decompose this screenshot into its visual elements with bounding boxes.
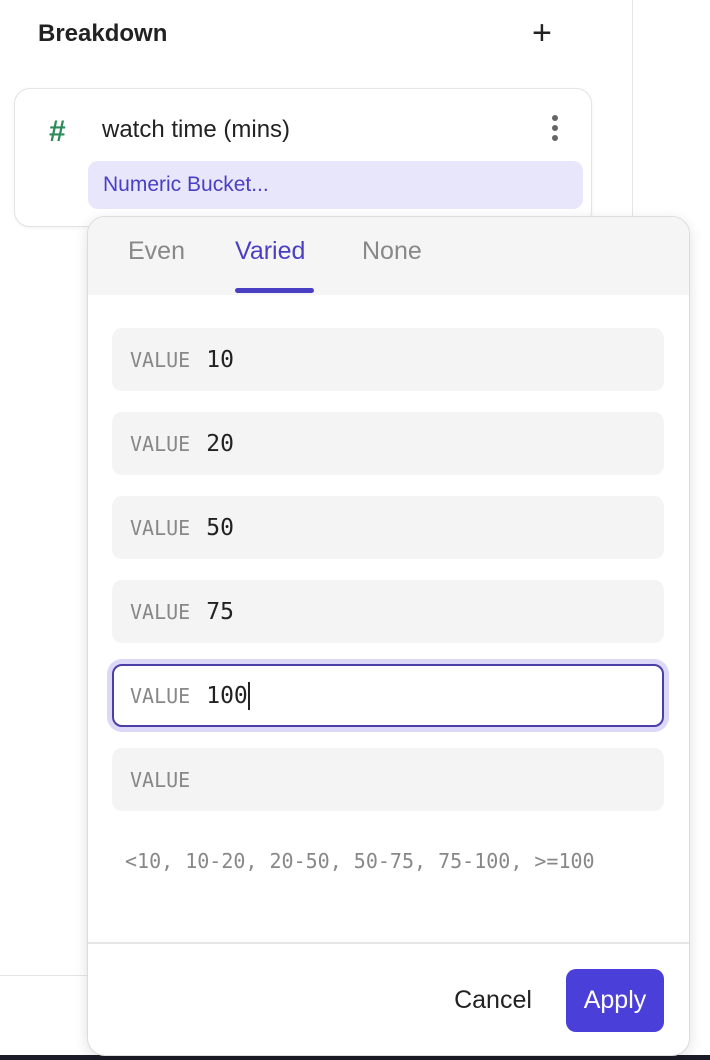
value-input[interactable]: VALUE 10 — [112, 328, 664, 391]
hash-icon: # — [49, 115, 66, 148]
breakdown-card: # watch time (mins) Numeric Bucket... — [14, 88, 592, 227]
value-text: 50 — [206, 514, 234, 541]
tab-none[interactable]: None — [362, 237, 422, 265]
value-input[interactable]: VALUE 20 — [112, 412, 664, 475]
value-text: 10 — [206, 346, 234, 373]
active-tab-indicator — [235, 288, 314, 293]
footer-divider — [88, 942, 689, 944]
kebab-icon[interactable] — [545, 115, 565, 147]
value-label: VALUE — [130, 431, 191, 456]
value-label: VALUE — [130, 767, 191, 792]
plus-icon[interactable]: + — [532, 14, 552, 52]
field-name: watch time (mins) — [102, 116, 291, 143]
text-caret — [247, 681, 250, 710]
bucket-popover: Even Varied None VALUE 10 VALUE 20 VALUE 50… — [87, 216, 690, 1056]
apply-button[interactable]: Apply — [566, 969, 664, 1032]
value-label: VALUE — [130, 599, 191, 624]
value-text: 20 — [206, 430, 234, 457]
ranges-preview: <10, 10-20, 20-50, 50-75, 75-100, >=100 — [125, 849, 595, 873]
value-input[interactable]: VALUE 75 — [112, 580, 664, 643]
bucket-chip[interactable]: Numeric Bucket... — [88, 161, 583, 209]
value-text: 75 — [206, 598, 234, 625]
value-input-empty[interactable]: VALUE — [112, 748, 664, 811]
tab-even[interactable]: Even — [128, 237, 185, 265]
value-label: VALUE — [130, 347, 191, 372]
bucket-tabs: Even Varied None — [88, 217, 689, 295]
value-input[interactable]: VALUE 50 — [112, 496, 664, 559]
cancel-button[interactable]: Cancel — [438, 969, 548, 1032]
value-label: VALUE — [130, 683, 191, 708]
value-input-focused[interactable]: VALUE 100 — [112, 664, 664, 727]
value-label: VALUE — [130, 515, 191, 540]
tab-varied[interactable]: Varied — [235, 237, 306, 265]
value-text: 100 — [206, 682, 248, 709]
window-edge — [0, 1055, 710, 1060]
section-title: Breakdown — [38, 20, 168, 47]
